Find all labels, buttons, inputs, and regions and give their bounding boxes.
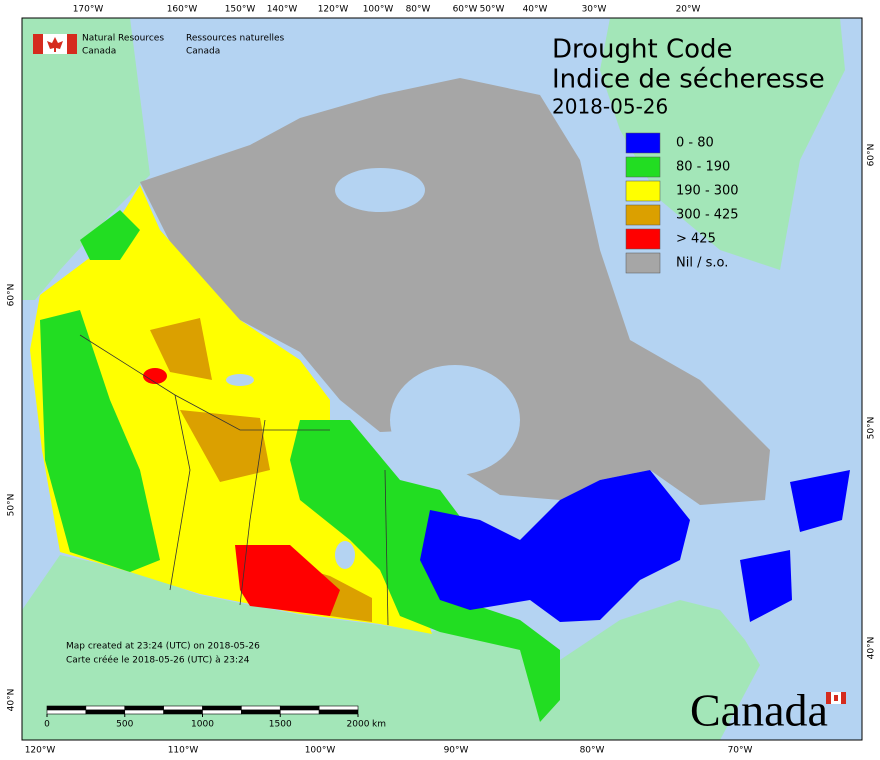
legend-label: 190 - 300 xyxy=(676,184,739,199)
legend-swatch xyxy=(625,204,661,226)
agency-en: Natural Resources xyxy=(82,34,164,44)
map-body xyxy=(22,18,862,740)
longitude-label: 160°W xyxy=(167,5,198,15)
longitude-label: 30°W xyxy=(582,5,607,15)
agency-fr: Ressources naturelles xyxy=(186,34,285,44)
scale-unit: km xyxy=(372,720,386,730)
zone-80-190-west xyxy=(40,310,160,572)
scale-cell xyxy=(202,705,242,711)
greenland xyxy=(600,18,845,270)
canada-nil xyxy=(140,78,770,505)
scale-cell xyxy=(318,709,359,715)
arctic-water xyxy=(335,168,425,212)
zone-300-425-a xyxy=(150,318,212,380)
wordmark: Canada xyxy=(690,685,828,736)
longitude-label: 120°W xyxy=(318,5,349,15)
frame xyxy=(21,17,863,741)
wordmark-flag xyxy=(826,692,846,704)
longitude-label: 90°W xyxy=(444,746,469,756)
scale-cell xyxy=(279,705,320,711)
usa xyxy=(22,555,760,740)
scale-cell xyxy=(163,705,203,711)
agency-en: Canada xyxy=(82,47,116,57)
longitude-label: 40°W xyxy=(523,5,548,15)
longitude-label: 70°W xyxy=(728,746,753,756)
legend-label: 300 - 425 xyxy=(676,208,739,223)
hudson-bay xyxy=(390,365,520,475)
border xyxy=(169,394,191,591)
longitude-label: 100°W xyxy=(305,746,336,756)
legend-swatch xyxy=(625,252,661,274)
latitude-label: 40°N xyxy=(867,637,877,660)
legend-label: Nil / s.o. xyxy=(676,256,728,271)
scale-cell xyxy=(241,705,281,711)
border xyxy=(79,334,330,431)
scale-label: 1500 xyxy=(269,720,292,730)
zone-425-small xyxy=(143,368,167,384)
scale-label: 1000 xyxy=(191,720,214,730)
scale-label: 2000 xyxy=(347,720,370,730)
lake xyxy=(226,374,254,386)
legend-label: 80 - 190 xyxy=(676,160,730,175)
scale-cell xyxy=(124,705,164,711)
alaska xyxy=(22,18,150,300)
longitude-label: 100°W xyxy=(363,5,394,15)
title: Drought Code xyxy=(552,35,733,65)
longitude-label: 60°W xyxy=(453,5,478,15)
zone-80-190-east xyxy=(290,420,560,722)
legend-label: 0 - 80 xyxy=(676,136,714,151)
legend-swatch xyxy=(625,156,661,178)
nrcan-flag xyxy=(33,34,77,54)
scale-cell xyxy=(85,709,126,715)
longitude-label: 120°W xyxy=(25,746,56,756)
scale-label: 0 xyxy=(44,720,50,730)
scale-cell xyxy=(46,705,87,711)
longitude-label: 140°W xyxy=(267,5,298,15)
scale-cell xyxy=(85,705,126,711)
longitude-label: 80°W xyxy=(580,746,605,756)
zone-0-80-ontario-quebec xyxy=(420,470,690,622)
date: 2018-05-26 xyxy=(552,95,668,119)
scale-cell xyxy=(279,709,320,715)
latitude-label: 50°N xyxy=(7,494,17,517)
border xyxy=(384,469,389,626)
title: Indice de sécheresse xyxy=(552,65,825,95)
note: Map created at 23:24 (UTC) on 2018-05-26 xyxy=(66,642,260,652)
scale-label: 500 xyxy=(116,720,133,730)
latitude-label: 50°N xyxy=(867,417,877,440)
zone-425 xyxy=(235,545,340,616)
scale-cell xyxy=(163,709,203,715)
longitude-label: 80°W xyxy=(406,5,431,15)
longitude-label: 150°W xyxy=(225,5,256,15)
zone-80-190-north xyxy=(80,210,140,260)
agency-fr: Canada xyxy=(186,47,220,57)
scale-cell xyxy=(46,709,87,715)
scale-cell xyxy=(124,709,164,715)
latitude-label: 60°N xyxy=(867,144,877,167)
latitude-label: 40°N xyxy=(7,689,17,712)
border xyxy=(239,419,266,606)
zone-300-425-b xyxy=(180,410,270,482)
note: Carte créée le 2018-05-26 (UTC) à 23:24 xyxy=(66,655,250,666)
longitude-label: 20°W xyxy=(676,5,701,15)
zone-0-80-maritimes xyxy=(740,550,792,622)
lake xyxy=(335,541,355,569)
legend-swatch xyxy=(625,132,661,154)
zone-0-80-newfoundland xyxy=(790,470,850,532)
scale-cell xyxy=(241,709,281,715)
legend-label: > 425 xyxy=(676,232,716,247)
legend-swatch xyxy=(625,228,661,250)
scale-cell xyxy=(318,705,359,711)
longitude-label: 170°W xyxy=(73,5,104,15)
latitude-label: 60°N xyxy=(7,284,17,307)
legend-swatch xyxy=(625,180,661,202)
scale-cell xyxy=(202,709,242,715)
longitude-label: 50°W xyxy=(480,5,505,15)
longitude-label: 110°W xyxy=(168,746,199,756)
